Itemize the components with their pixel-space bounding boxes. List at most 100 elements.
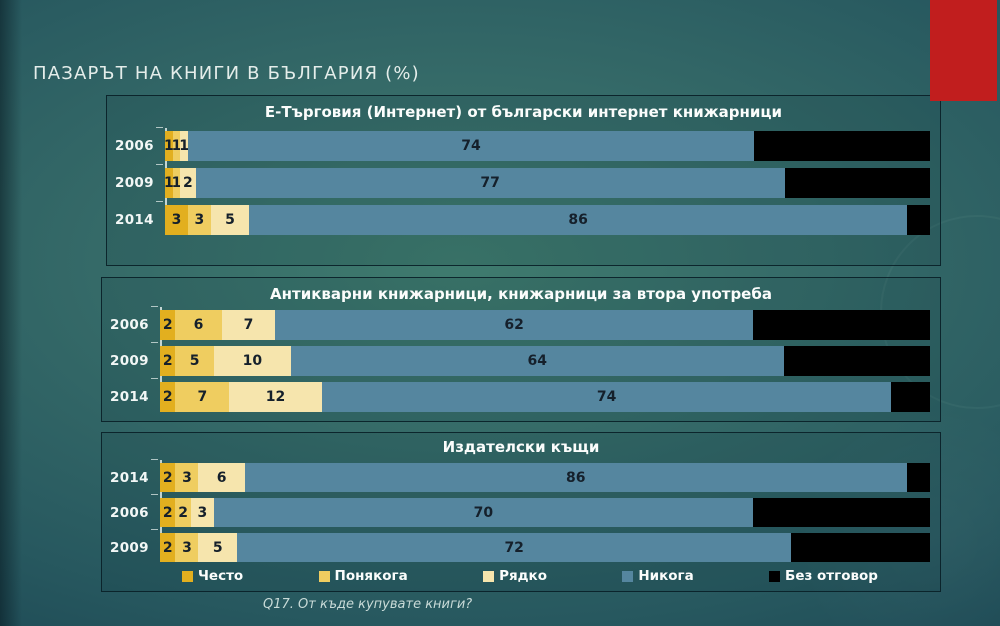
year-label: 2006 [110,504,149,521]
segment-sometimes: 2 [175,498,191,527]
segment-no-answer [891,382,930,412]
legend-item-rarely: Рядко [483,568,547,584]
bar-row-2006: 2006 2 2 3 70 [110,494,930,527]
segment-value: 86 [566,469,586,486]
segment-sometimes: 3 [187,205,211,235]
question-caption: Q17. От къде купувате книги? [263,597,473,612]
legend-label: Понякога [334,568,408,584]
legend-item-sometimes: Понякога [318,568,408,584]
segment-value: 10 [242,353,263,369]
segment-value: 3 [197,504,208,521]
stacked-bar: 1 1 1 74 [156,127,930,161]
stacked-bar: 2 3 6 86 [151,459,930,492]
bar-row-2014: 2014 3 3 5 86 [115,201,930,235]
year-label: 2014 [110,469,149,486]
segment-value: 64 [527,353,548,369]
segment-no-answer [784,168,930,198]
segment-rarely: 6 [198,463,245,492]
stacked-bar: 3 3 5 86 [156,201,930,235]
accent-red-rectangle [930,0,997,101]
segment-never: 74 [187,131,755,161]
segment-no-answer [791,533,930,562]
stacked-bar: 2 6 7 62 [151,306,930,340]
segment-rarely: 5 [198,533,237,562]
segment-never: 74 [321,382,892,412]
stacked-bar: 2 5 10 64 [151,342,930,376]
chart-rows: 2014 2 3 6 86 2006 2 2 3 70 2009 2 3 5 72 [102,459,940,562]
segment-value: 5 [212,539,223,556]
segment-value: 3 [194,212,205,228]
segment-never: 86 [249,205,908,235]
segment-no-answer [752,498,930,527]
segment-value: 5 [225,212,235,228]
segment-no-answer [783,346,930,376]
segment-value: 2 [162,317,173,333]
segment-value: 1 [163,138,174,154]
bar-row-2006: 2006 1 1 1 74 [115,127,930,161]
segment-rarely: 12 [229,382,322,412]
segment-sometimes: 6 [175,310,222,340]
bar-row-2009: 2009 2 3 5 72 [110,529,930,562]
year-label: 2009 [115,175,154,191]
bar-row-2014: 2014 2 7 12 74 [110,378,930,412]
segment-rarely: 1 [179,131,189,161]
segment-value: 5 [189,353,200,369]
year-label: 2014 [110,389,149,405]
segment-often: 1 [163,168,174,198]
stacked-bar: 1 1 2 77 [156,164,930,198]
legend-item-often: Често [182,568,243,584]
segment-sometimes: 3 [175,533,199,562]
segment-rarely: 3 [190,498,214,527]
chart-panel-ecommerce: Е-Търговия (Интернет) от български интер… [106,95,941,266]
segment-value: 3 [182,539,192,556]
segment-no-answer [906,463,930,492]
segment-value: 2 [162,469,173,486]
segment-often: 3 [165,205,188,235]
segment-no-answer [907,205,930,235]
legend: Често Понякога Рядко Никога Без отговор [182,568,878,584]
segment-value: 62 [504,317,524,333]
segment-often: 2 [160,310,176,340]
year-label: 2009 [110,353,149,369]
chart-rows: 2006 1 1 1 74 2009 1 1 2 77 2014 3 3 5 86 [107,127,940,235]
slide-title: ПАЗАРЪТ НА КНИГИ В БЪЛГАРИЯ (%) [33,63,420,84]
segment-rarely: 10 [213,346,291,376]
chart-title: Издателски къщи [442,438,600,456]
segment-rarely: 7 [221,310,276,340]
legend-label: Без отговор [785,568,878,584]
year-label: 2009 [110,539,149,556]
segment-value: 1 [163,175,174,191]
legend-label: Често [198,568,244,584]
bar-row-2006: 2006 2 6 7 62 [110,306,930,340]
year-label: 2014 [115,212,154,228]
segment-value: 7 [243,317,254,333]
segment-value: 3 [171,212,182,228]
legend-item-never: Никога [622,568,694,584]
year-label: 2006 [115,138,154,154]
legend-swatch-icon [318,570,330,582]
segment-value: 2 [162,353,173,369]
bar-row-2014: 2014 2 3 6 86 [110,459,930,492]
segment-value: 1 [171,138,182,154]
segment-no-answer [754,131,930,161]
legend-swatch-icon [769,570,781,582]
segment-sometimes: 7 [175,382,230,412]
segment-value: 77 [480,175,500,191]
segment-value: 2 [178,504,188,521]
stacked-bar: 2 3 5 72 [151,529,930,562]
legend-swatch-icon [622,570,634,582]
segment-often: 2 [160,382,176,412]
segment-rarely: 5 [210,205,250,235]
chart-rows: 2006 2 6 7 62 2009 2 5 10 64 2014 2 7 12 74 [102,306,940,412]
segment-value: 1 [171,175,182,191]
segment-value: 2 [162,504,173,521]
chart-panel-publishers: Издателски къщи 2014 2 3 6 86 2006 2 2 3 70 2009 2 3… [101,432,941,592]
segment-no-answer [752,310,930,340]
segment-value: 1 [179,138,189,154]
segment-rarely: 2 [180,168,196,198]
segment-sometimes: 1 [171,131,182,161]
segment-often: 2 [160,346,176,376]
segment-never: 62 [275,310,753,340]
segment-never: 86 [244,463,907,492]
